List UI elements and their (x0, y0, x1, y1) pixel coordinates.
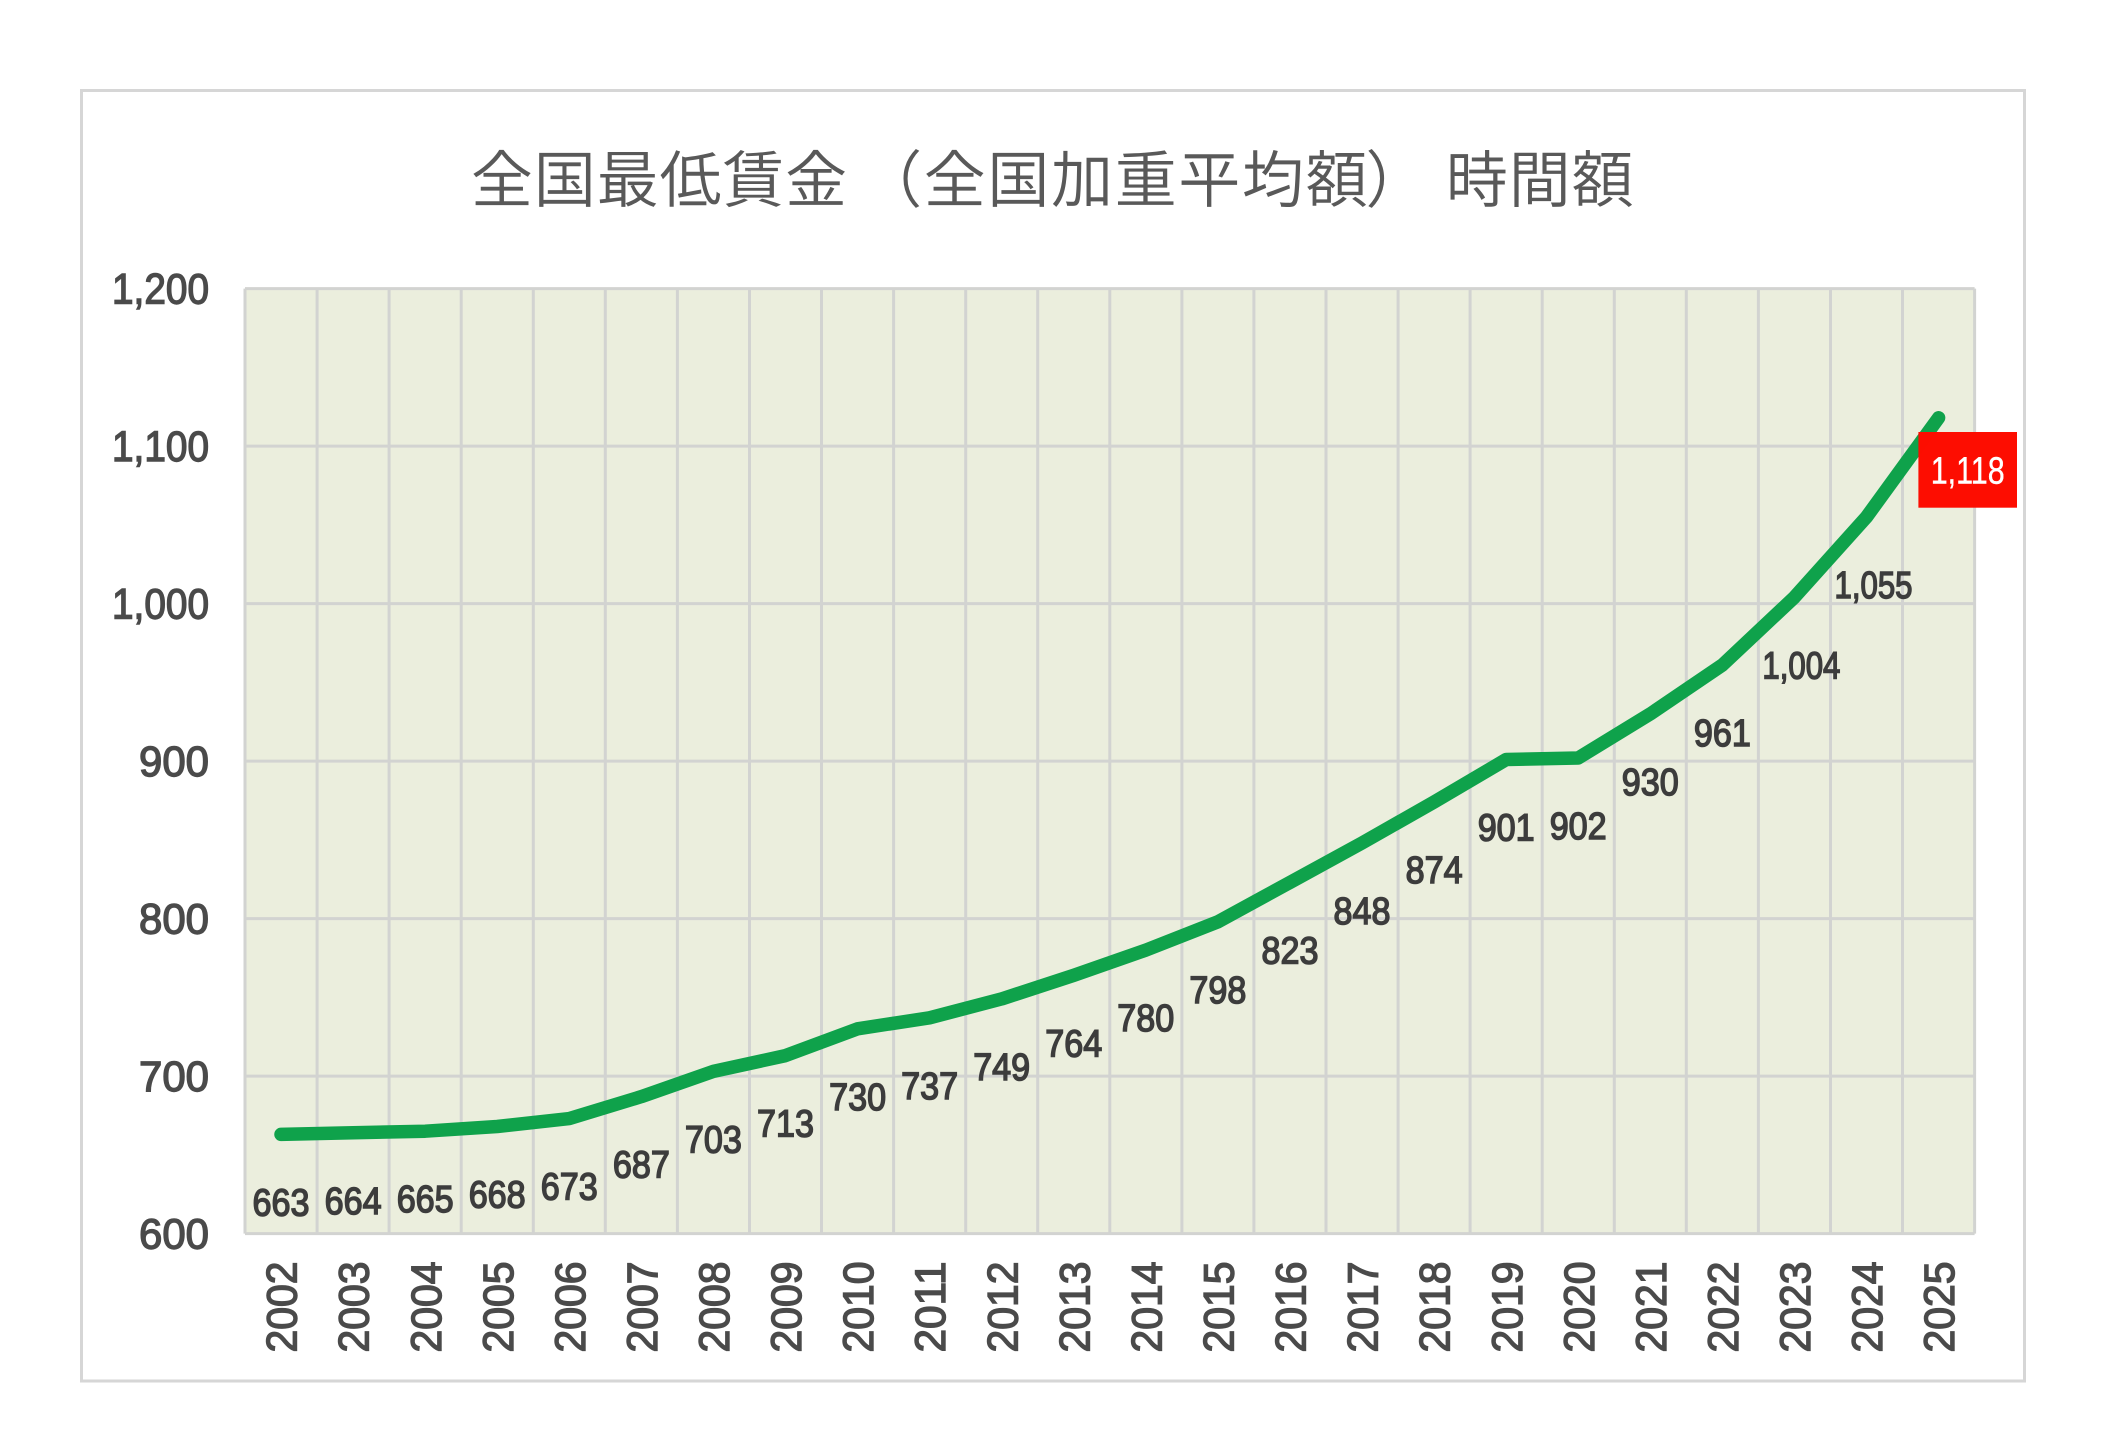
svg-text:2002: 2002 (259, 1262, 307, 1353)
svg-text:1,004: 1,004 (1762, 645, 1840, 687)
svg-text:713: 713 (757, 1104, 814, 1146)
svg-text:2022: 2022 (1700, 1262, 1748, 1353)
svg-text:2018: 2018 (1412, 1262, 1460, 1353)
svg-text:2011: 2011 (907, 1262, 955, 1353)
svg-text:2021: 2021 (1628, 1262, 1676, 1353)
svg-text:2025: 2025 (1916, 1262, 1964, 1353)
svg-text:848: 848 (1334, 891, 1391, 933)
svg-text:2003: 2003 (331, 1262, 379, 1353)
svg-text:798: 798 (1189, 970, 1246, 1012)
svg-text:665: 665 (397, 1179, 454, 1221)
svg-text:2009: 2009 (763, 1262, 811, 1353)
svg-text:900: 900 (139, 738, 209, 786)
svg-text:687: 687 (613, 1145, 670, 1187)
svg-text:2012: 2012 (979, 1262, 1027, 1353)
svg-text:700: 700 (139, 1053, 209, 1101)
svg-text:1,000: 1,000 (112, 581, 209, 629)
svg-text:800: 800 (139, 896, 209, 944)
svg-text:730: 730 (829, 1077, 886, 1119)
svg-text:2023: 2023 (1772, 1262, 1820, 1353)
svg-text:1,055: 1,055 (1835, 565, 1913, 607)
svg-text:1,200: 1,200 (112, 266, 209, 314)
svg-text:874: 874 (1406, 850, 1463, 892)
svg-text:2016: 2016 (1268, 1262, 1316, 1353)
svg-text:703: 703 (685, 1119, 742, 1161)
svg-text:2004: 2004 (403, 1262, 451, 1353)
svg-text:823: 823 (1262, 930, 1319, 972)
svg-text:2006: 2006 (547, 1262, 595, 1353)
svg-text:600: 600 (139, 1211, 209, 1259)
svg-text:2010: 2010 (835, 1262, 883, 1353)
svg-text:2005: 2005 (475, 1262, 523, 1353)
svg-text:2013: 2013 (1051, 1262, 1099, 1353)
svg-text:1,100: 1,100 (112, 423, 209, 471)
svg-text:2024: 2024 (1844, 1262, 1892, 1353)
svg-text:664: 664 (325, 1181, 382, 1223)
svg-text:673: 673 (541, 1167, 598, 1209)
svg-text:2020: 2020 (1556, 1262, 1604, 1353)
svg-text:2017: 2017 (1340, 1262, 1388, 1353)
svg-text:2007: 2007 (619, 1262, 667, 1353)
svg-text:2014: 2014 (1123, 1262, 1171, 1353)
svg-text:930: 930 (1622, 762, 1679, 804)
svg-text:663: 663 (253, 1182, 310, 1224)
svg-text:764: 764 (1045, 1023, 1102, 1065)
svg-text:2008: 2008 (691, 1262, 739, 1353)
svg-text:902: 902 (1550, 806, 1607, 848)
svg-text:668: 668 (469, 1175, 526, 1217)
svg-text:2019: 2019 (1484, 1262, 1532, 1353)
svg-text:749: 749 (973, 1047, 1030, 1089)
svg-text:780: 780 (1117, 998, 1174, 1040)
svg-text:961: 961 (1694, 713, 1751, 755)
svg-text:737: 737 (901, 1066, 958, 1108)
svg-text:1,118: 1,118 (1931, 451, 2005, 493)
svg-text:901: 901 (1478, 808, 1535, 850)
svg-text:2015: 2015 (1196, 1262, 1244, 1353)
